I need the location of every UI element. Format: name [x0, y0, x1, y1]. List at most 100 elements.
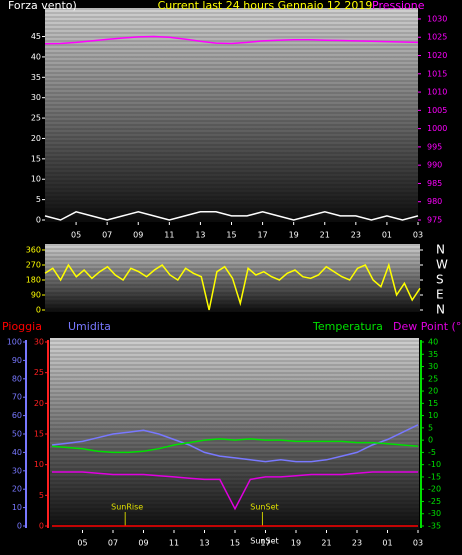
- y2-tick-label: W: [436, 258, 448, 272]
- y2-tick-label: E: [436, 288, 444, 302]
- x-tick-label: 11: [169, 539, 179, 548]
- y2-tick-label: 1025: [427, 33, 447, 42]
- x-tick-label: 15: [226, 231, 236, 240]
- y-tick-label: 90: [31, 291, 41, 300]
- chart-title: Current last 24 hours Gennaio 12 2019: [158, 0, 373, 12]
- y3-tick-label: 0: [39, 522, 44, 531]
- x-tick-label: 09: [138, 539, 148, 548]
- y-tick-label: 40: [31, 52, 41, 61]
- y2-tick-label: 990: [427, 161, 442, 170]
- x-tick-label: 07: [102, 231, 112, 240]
- x-tick-label: 05: [71, 231, 81, 240]
- y2-tick-label: 5: [428, 423, 433, 432]
- y2-tick-label: 980: [427, 197, 442, 206]
- series-name: Pressione: [372, 0, 425, 12]
- y2-tick-label: 1010: [427, 88, 447, 97]
- x-tick-label: 21: [321, 539, 331, 548]
- y3-tick-label: 30: [34, 338, 44, 347]
- x-tick-label: 01: [382, 539, 392, 548]
- y3-tick-label: 10: [34, 460, 44, 469]
- y-tick-label: 10: [12, 503, 22, 512]
- x-tick-label: 05: [77, 539, 87, 548]
- x-tick-label: 17: [257, 231, 267, 240]
- x-tick-label: 09: [133, 231, 143, 240]
- series-line: [44, 35, 419, 45]
- y2-tick-label: N: [436, 303, 445, 317]
- y-tick-label: 25: [31, 114, 41, 123]
- x-tick-label: 07: [108, 539, 118, 548]
- y2-tick-label: N: [436, 243, 445, 257]
- y2-tick-label: -30: [428, 509, 441, 518]
- series-line: [44, 262, 421, 311]
- y2-tick-label: 10: [428, 411, 438, 420]
- y2-tick-label: 1030: [427, 14, 447, 23]
- y-tick-label: 40: [12, 448, 22, 457]
- y2-tick-label: 1000: [427, 124, 447, 133]
- y2-tick-label: 1005: [427, 106, 447, 115]
- y-tick-label: 50: [12, 430, 22, 439]
- axis-note: SunSet: [250, 537, 278, 546]
- y3-tick-label: 5: [39, 491, 44, 500]
- y2-tick-label: -35: [428, 522, 441, 531]
- x-tick-label: 23: [351, 231, 361, 240]
- y-tick-label: 0: [36, 306, 41, 315]
- y3-tick-label: 25: [34, 368, 44, 377]
- y2-tick-label: 30: [428, 362, 438, 371]
- series-name: Forza vento): [8, 0, 77, 12]
- y2-tick-label: 975: [427, 216, 442, 225]
- y-tick-label: 100: [7, 338, 22, 347]
- x-tick-label: 03: [413, 231, 423, 240]
- series-line: [52, 471, 418, 511]
- series-name: Umidita: [68, 320, 111, 333]
- y2-tick-label: 1015: [427, 69, 447, 78]
- x-tick-label: 13: [199, 539, 209, 548]
- y2-tick-label: 40: [428, 338, 438, 347]
- y2-tick-label: 0: [428, 436, 433, 445]
- series-line: [51, 424, 419, 463]
- y-tick-label: 60: [12, 411, 22, 420]
- y-tick-label: 0: [17, 522, 22, 531]
- x-tick-label: 17: [260, 539, 270, 548]
- y-tick-label: 20: [12, 485, 22, 494]
- y-tick-label: 15: [31, 154, 41, 163]
- y2-tick-label: -15: [428, 472, 441, 481]
- series-name: Pioggia: [2, 320, 42, 333]
- annotation-label: SunSet: [250, 503, 278, 512]
- y2-tick-label: 35: [428, 350, 438, 359]
- y-tick-label: 0: [36, 216, 41, 225]
- y2-tick-label: -25: [428, 497, 441, 506]
- x-tick-label: 01: [382, 231, 392, 240]
- y2-tick-label: 15: [428, 399, 438, 408]
- y-tick-label: 90: [12, 356, 22, 365]
- x-tick-label: 19: [289, 231, 299, 240]
- y-tick-label: 70: [12, 393, 22, 402]
- x-tick-label: 03: [413, 539, 423, 548]
- y-tick-label: 45: [31, 32, 41, 41]
- y-tick-label: 30: [12, 466, 22, 475]
- y3-tick-label: 20: [34, 399, 44, 408]
- y2-tick-label: 985: [427, 179, 442, 188]
- y2-tick-label: S: [436, 273, 444, 287]
- y2-tick-label: 20: [428, 387, 438, 396]
- series-line: [51, 438, 419, 454]
- y-tick-label: 80: [12, 374, 22, 383]
- y-tick-label: 10: [31, 175, 41, 184]
- y2-tick-label: -20: [428, 485, 441, 494]
- y-tick-label: 35: [31, 73, 41, 82]
- x-tick-label: 13: [195, 231, 205, 240]
- y-tick-label: 360: [26, 246, 41, 255]
- y2-tick-label: 1020: [427, 51, 447, 60]
- y3-tick-label: 15: [34, 430, 44, 439]
- x-tick-label: 21: [320, 231, 330, 240]
- series-name: Temperatura: [312, 320, 383, 333]
- x-tick-label: 11: [164, 231, 174, 240]
- y-tick-label: 20: [31, 134, 41, 143]
- y-tick-label: 270: [26, 261, 41, 270]
- y2-tick-label: 995: [427, 142, 442, 151]
- y2-tick-label: -5: [428, 448, 436, 457]
- x-tick-label: 23: [352, 539, 362, 548]
- y2-tick-label: 25: [428, 374, 438, 383]
- y-tick-label: 30: [31, 93, 41, 102]
- annotation-label: SunRise: [111, 503, 143, 512]
